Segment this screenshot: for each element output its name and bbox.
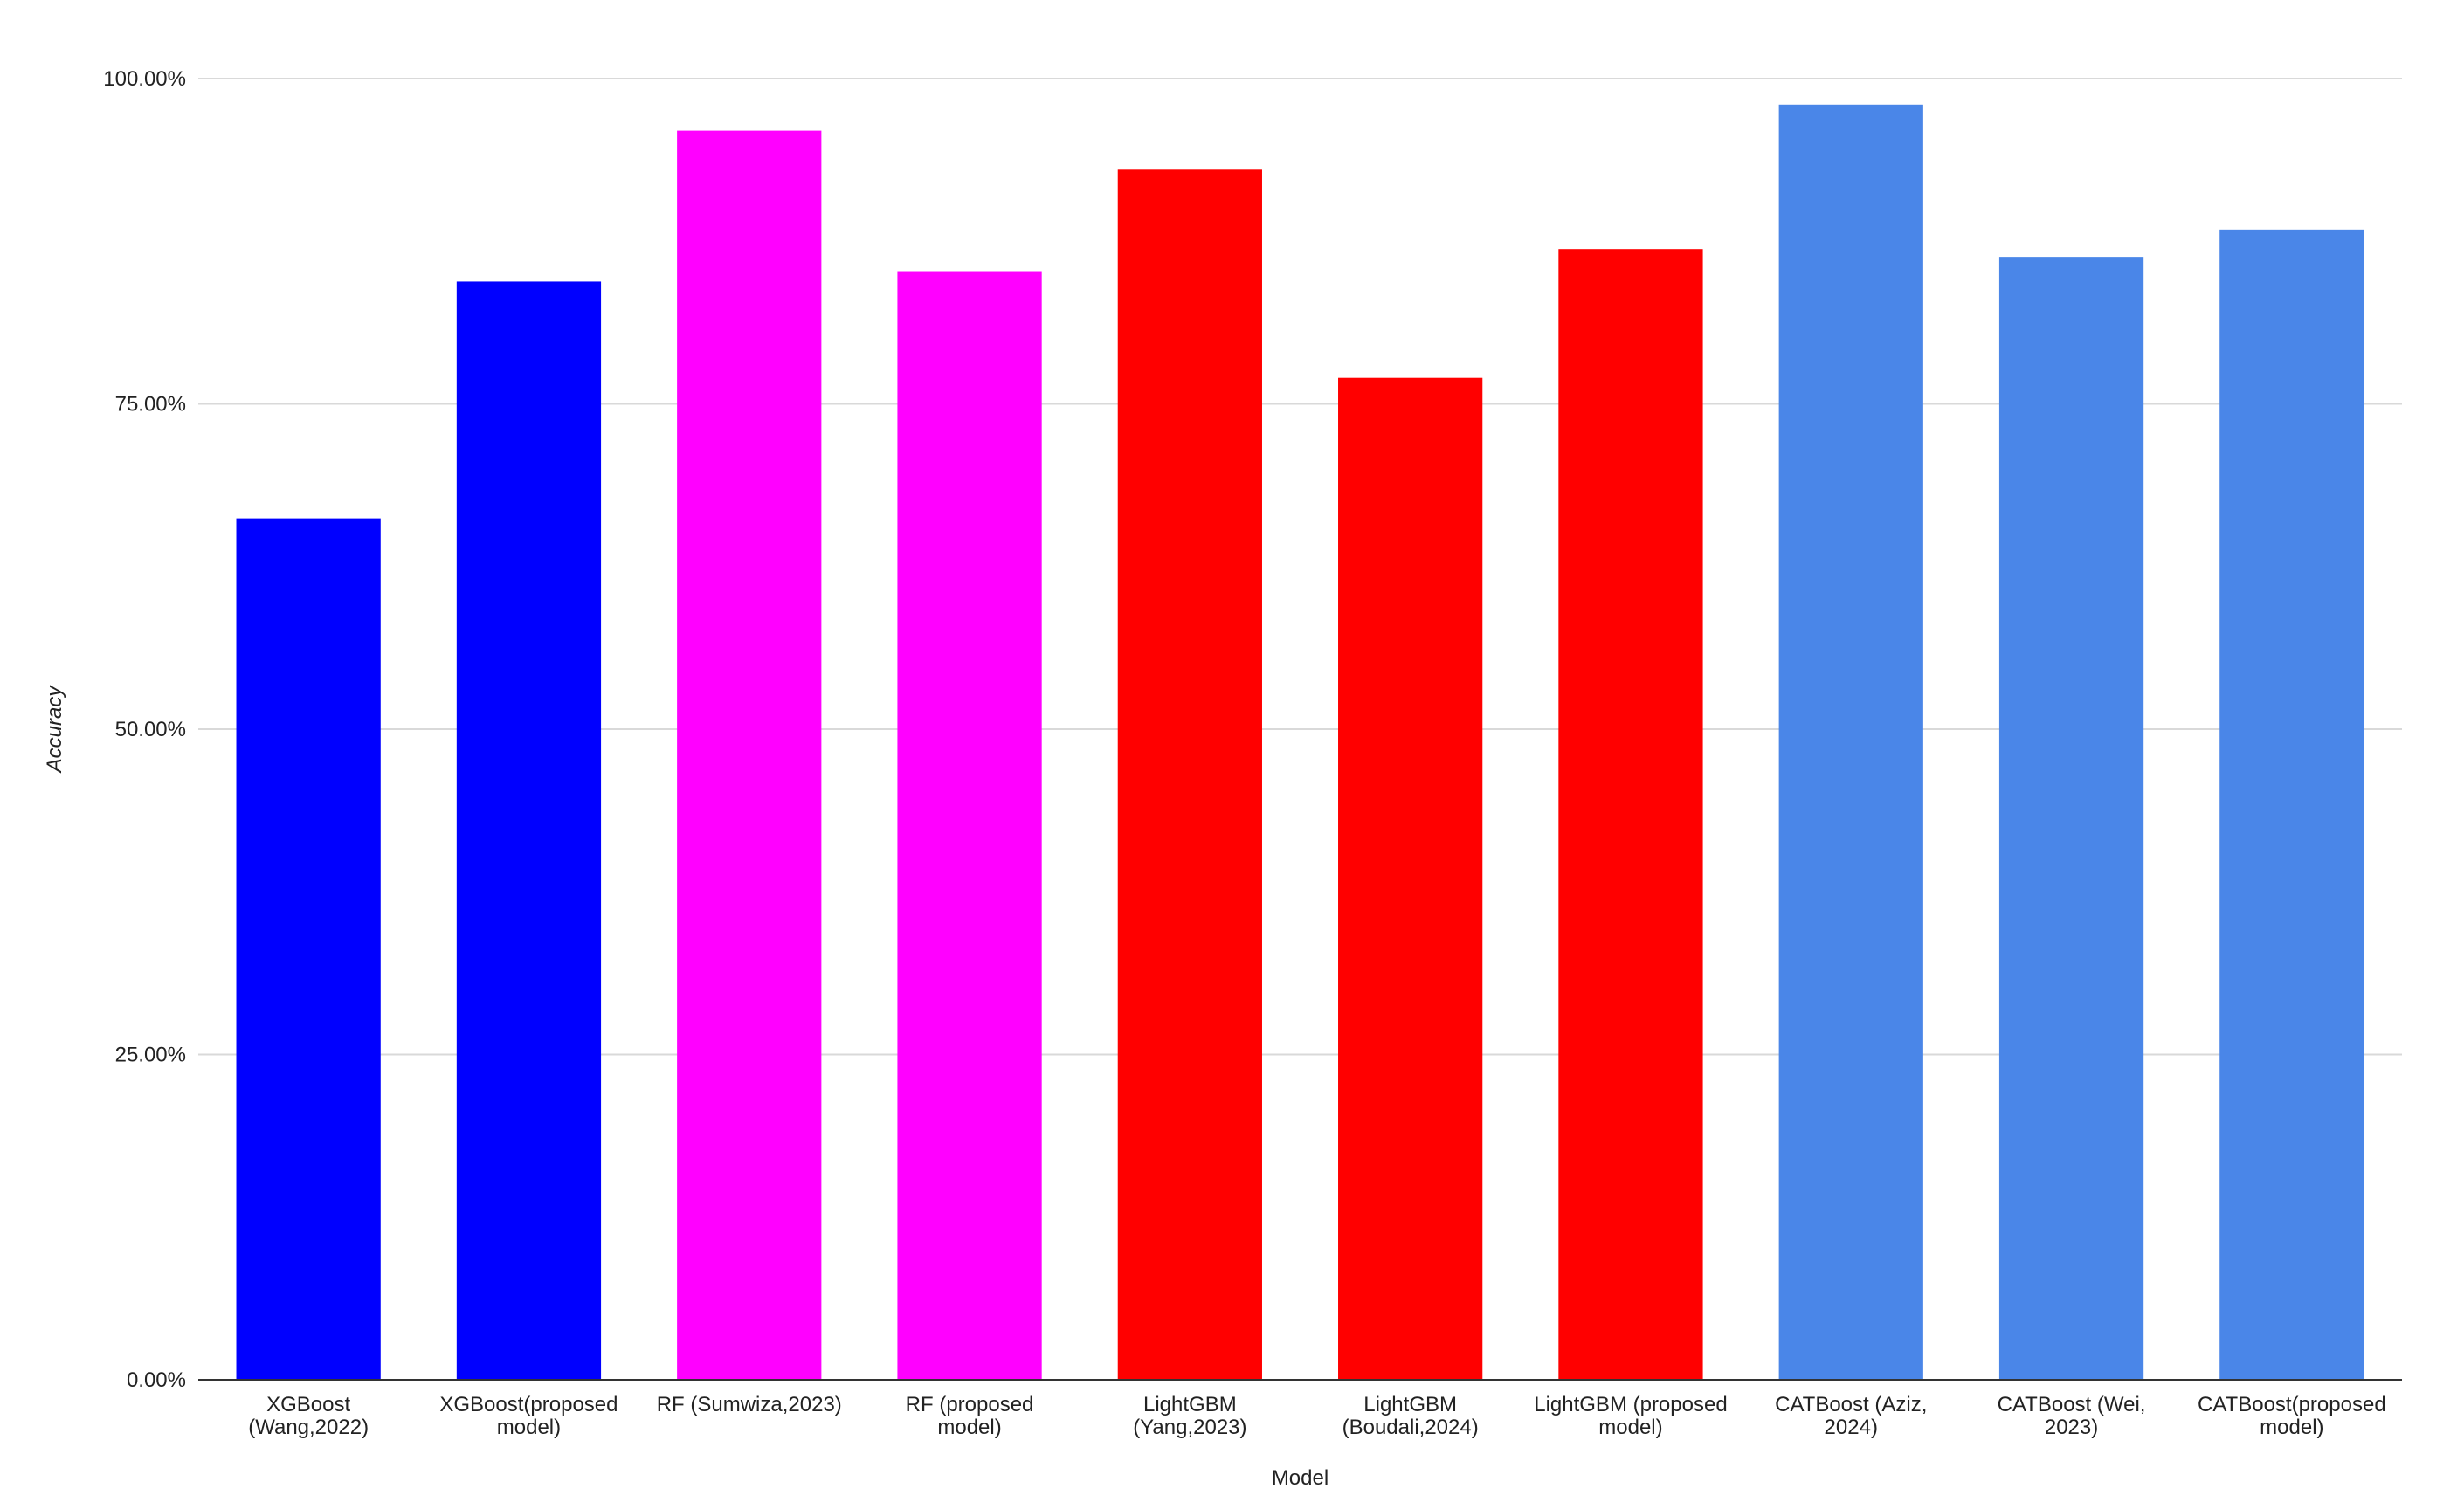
bar bbox=[1778, 104, 1923, 1380]
x-tick-label: CATBoost (Aziz, 2024) bbox=[1775, 1393, 1927, 1439]
y-tick-label: 100.00% bbox=[103, 67, 186, 91]
y-axis-title: Accuracy bbox=[43, 685, 66, 775]
bar bbox=[1338, 377, 1483, 1381]
y-tick-label: 75.00% bbox=[115, 393, 186, 417]
bar bbox=[677, 130, 822, 1381]
x-tick-labels: XGBoost (Wang,2022) XGBoost(proposed model)… bbox=[248, 1393, 2385, 1439]
x-axis-title: Model bbox=[1272, 1466, 1329, 1490]
x-tick-label: CATBoost (Wei, 2023) bbox=[1998, 1393, 2146, 1439]
x-tick-label: RF (Sumwiza,2023) bbox=[657, 1393, 842, 1416]
bar bbox=[456, 281, 602, 1381]
bar bbox=[1998, 257, 2144, 1380]
y-tick-label: 0.00% bbox=[127, 1368, 186, 1392]
y-tick-label: 50.00% bbox=[115, 718, 186, 741]
bar bbox=[2219, 229, 2364, 1381]
x-tick-label: XGBoost(proposed model) bbox=[439, 1393, 618, 1439]
bar bbox=[1558, 249, 1703, 1381]
x-tick-label: LightGBM (Yang,2023) bbox=[1133, 1393, 1246, 1439]
x-tick-label: RF (proposed model) bbox=[906, 1393, 1034, 1439]
bar bbox=[1117, 169, 1262, 1380]
bars bbox=[236, 104, 2364, 1381]
x-tick-label: CATBoost(proposed model) bbox=[2198, 1393, 2386, 1439]
x-tick-label: LightGBM (proposed model) bbox=[1534, 1393, 1727, 1439]
bar bbox=[236, 518, 381, 1380]
x-tick-label: LightGBM (Boudali,2024) bbox=[1342, 1393, 1479, 1439]
y-tick-labels: 0.00% 25.00% 50.00% 75.00% 100.00% bbox=[103, 67, 186, 1392]
y-tick-label: 25.00% bbox=[115, 1044, 186, 1067]
x-tick-label: XGBoost (Wang,2022) bbox=[248, 1393, 369, 1439]
bar bbox=[897, 271, 1042, 1380]
